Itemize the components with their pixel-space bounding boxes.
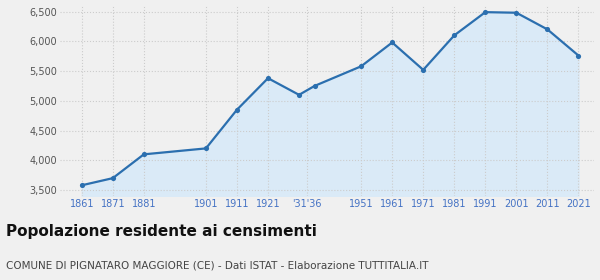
Point (418, 67, 428, 72)
Text: Popolazione residente ai censimenti: Popolazione residente ai censimenti (6, 224, 317, 239)
Point (77, 183, 86, 188)
Point (356, 64, 366, 69)
Point (574, 53, 583, 58)
Point (449, 33, 459, 38)
Point (294, 93, 304, 97)
Point (542, 27, 552, 32)
Point (263, 76, 273, 80)
Point (201, 146, 211, 151)
Point (108, 176, 118, 180)
Point (388, 40, 397, 45)
Text: COMUNE DI PIGNATARO MAGGIORE (CE) - Dati ISTAT - Elaborazione TUTTITALIA.IT: COMUNE DI PIGNATARO MAGGIORE (CE) - Dati… (6, 260, 428, 270)
Point (232, 108, 242, 112)
Point (139, 152, 149, 157)
Point (481, 10, 490, 14)
Point (310, 84, 319, 88)
Point (512, 10, 521, 15)
